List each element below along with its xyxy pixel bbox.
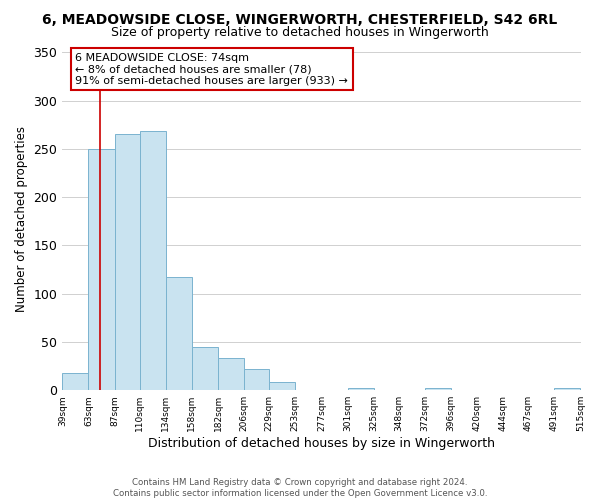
X-axis label: Distribution of detached houses by size in Wingerworth: Distribution of detached houses by size … (148, 437, 495, 450)
Bar (115, 134, 140, 390)
Y-axis label: Number of detached properties: Number of detached properties (15, 126, 28, 312)
Text: Size of property relative to detached houses in Wingerworth: Size of property relative to detached ho… (111, 26, 489, 39)
Bar (166, 278, 192, 390)
Bar (269, 382, 295, 390)
Bar (554, 388, 580, 390)
Text: 6, MEADOWSIDE CLOSE, WINGERWORTH, CHESTERFIELD, S42 6RL: 6, MEADOWSIDE CLOSE, WINGERWORTH, CHESTE… (43, 12, 557, 26)
Text: Contains HM Land Registry data © Crown copyright and database right 2024.
Contai: Contains HM Land Registry data © Crown c… (113, 478, 487, 498)
Bar (62, 373, 88, 390)
Text: 6 MEADOWSIDE CLOSE: 74sqm
← 8% of detached houses are smaller (78)
91% of semi-d: 6 MEADOWSIDE CLOSE: 74sqm ← 8% of detach… (75, 52, 348, 86)
Bar (218, 358, 244, 390)
Bar (347, 388, 374, 390)
Bar (425, 388, 451, 390)
Bar (244, 369, 269, 390)
Bar (88, 149, 115, 390)
Bar (192, 347, 218, 390)
Bar (140, 132, 166, 390)
